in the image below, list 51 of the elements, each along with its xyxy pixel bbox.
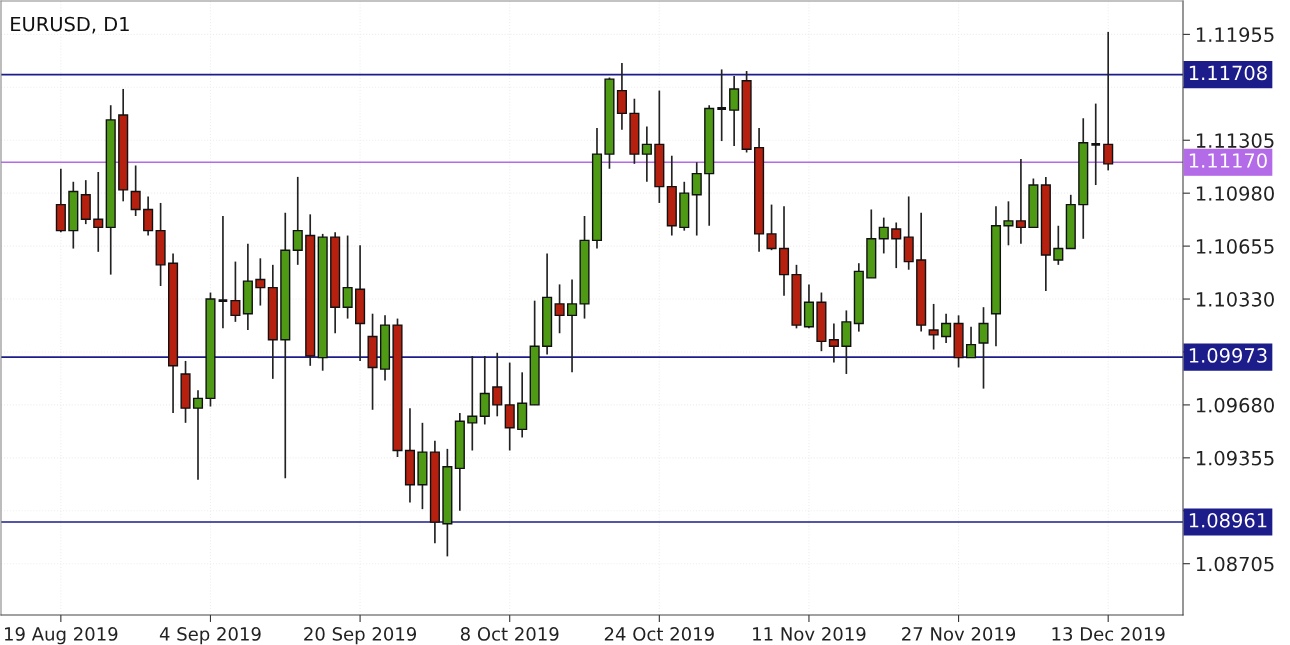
candlestick: [616, 62, 627, 131]
x-tick-label: 24 Oct 2019: [604, 627, 714, 641]
candlestick: [1003, 200, 1014, 247]
candlestick: [292, 176, 303, 266]
ref-line-label: 1.08961: [1189, 512, 1267, 528]
candlestick: [978, 306, 989, 390]
y-tick-label: 1.11955: [1196, 27, 1274, 43]
x-tick-label: 19 Aug 2019: [5, 627, 118, 645]
candlestick: [691, 161, 702, 237]
x-tick-label: 27 Nov 2019: [902, 627, 1016, 641]
candlestick: [479, 355, 490, 426]
candlestick: [766, 203, 777, 252]
candlestick: [93, 171, 104, 253]
candlestick: [641, 125, 652, 183]
x-tick-label: 20 Sep 2019: [304, 627, 417, 645]
y-tick-label: 1.10655: [1196, 239, 1274, 254]
candlestick: [467, 355, 478, 452]
ref-line-label: 1.11170: [1189, 153, 1267, 168]
candlestick: [1103, 31, 1114, 172]
candlestick: [143, 195, 154, 237]
candlestick: [878, 216, 889, 255]
candlestick: [130, 164, 141, 217]
x-tick-label: 13 Dec 2019: [1052, 627, 1165, 641]
y-tick-label: 1.09680: [1196, 397, 1274, 413]
candlestick: [554, 283, 565, 335]
y-tick-label: 1.10330: [1196, 292, 1274, 307]
text: EURUSD, D1: [11, 16, 129, 34]
candlestick: [504, 361, 515, 452]
candlestick: [342, 234, 353, 320]
candlestick: [1015, 158, 1026, 245]
y-tick-label: 1.09355: [1196, 450, 1274, 466]
candlestick: [928, 303, 939, 351]
candlestick: [729, 75, 740, 147]
candlestick: [492, 351, 503, 418]
candlestick: [230, 260, 241, 323]
x-tick-label: 8 Oct 2019: [460, 627, 559, 641]
ref-line-label: 1.11708: [1189, 65, 1267, 81]
x-tick-label: 11 Nov 2019: [753, 627, 866, 641]
ref-line-label: 1.09973: [1189, 348, 1267, 363]
candlestick: [891, 221, 902, 269]
candlestick: [941, 312, 952, 344]
x-tick-label: 4 Sep 2019: [159, 627, 261, 645]
candlestick: [566, 278, 578, 374]
candlestick: [1053, 224, 1064, 266]
y-tick-label: 1.08705: [1196, 556, 1274, 572]
y-tick-label: 1.11305: [1196, 133, 1274, 148]
candlestick: [965, 325, 977, 359]
candlestick: [828, 322, 839, 364]
candlestick: [255, 257, 266, 307]
candlestick: [192, 389, 204, 481]
y-tick-label: 1.10980: [1196, 186, 1274, 201]
